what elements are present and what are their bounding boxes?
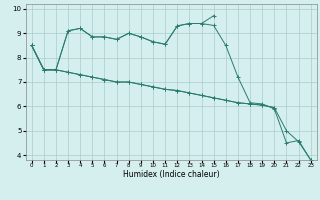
X-axis label: Humidex (Indice chaleur): Humidex (Indice chaleur) (123, 170, 220, 179)
